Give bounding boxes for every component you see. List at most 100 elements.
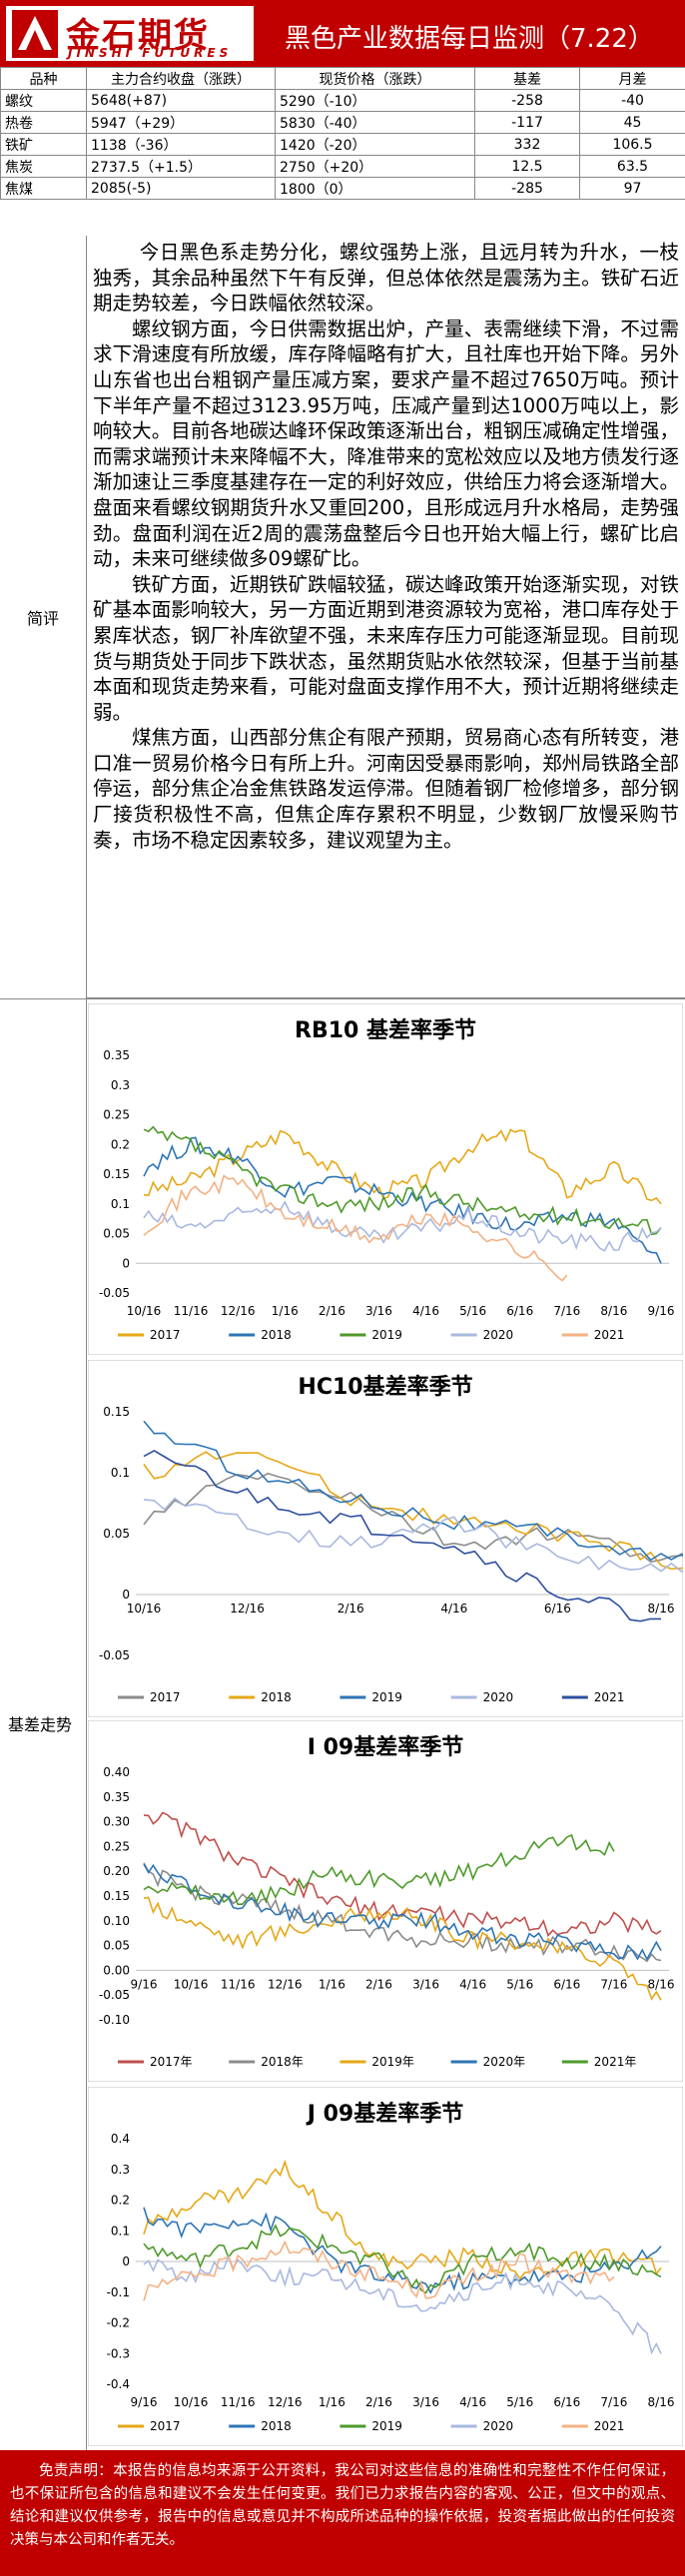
x-tick-label: 6/16 (544, 1602, 571, 1615)
x-tick-label: 1/16 (272, 1304, 299, 1318)
cell-main: 2085(-5) (86, 177, 276, 200)
table-row: 热卷 5947（+29） 5830（-40） -117 45 (0, 111, 685, 134)
table-row: 焦煤 2085(-5) 1800（0） -285 97 (0, 177, 685, 200)
cell-spread: -40 (579, 89, 685, 112)
legend-label: 2019 (371, 1690, 402, 1704)
chart-panel-rb10: RB10 基差率季节 0.35 0.3 0.25 0.2 0.15 0.1 0.05 0 -0.0… (88, 1003, 683, 1355)
y-tick-label: 0.35 (103, 1048, 130, 1062)
cell-basis: -258 (474, 89, 580, 112)
y-tick-label: 0.2 (111, 1137, 130, 1151)
series-line-2021年 (143, 1833, 615, 1906)
legend-label: 2018 (261, 2419, 292, 2433)
legend-label: 2021 (594, 1328, 625, 1342)
cell-main: 5648(+87) (86, 89, 276, 112)
y-tick-label: -0.4 (107, 2377, 130, 2391)
legend-label: 2018 (261, 1328, 292, 1342)
cell-spot: 5290（-10） (275, 89, 475, 112)
x-tick-label: 8/16 (600, 1304, 627, 1318)
y-tick-label: 0.2 (111, 2194, 130, 2208)
x-tick-label: 6/16 (553, 2395, 580, 2409)
x-tick-label: 2/16 (338, 1602, 364, 1615)
cell-name: 热卷 (0, 111, 87, 134)
cell-spread: 45 (579, 111, 685, 134)
cell-basis: 12.5 (474, 155, 580, 178)
cell-spot: 1800（0） (275, 177, 475, 200)
y-tick-label: 0.1 (111, 1197, 130, 1211)
x-tick-label: 10/16 (127, 1602, 162, 1615)
y-tick-label: 0.15 (103, 1889, 130, 1903)
y-tick-label: 0 (122, 1588, 130, 1602)
left-column-divider (86, 236, 87, 2450)
x-tick-label: 7/16 (553, 1304, 580, 1318)
series-line-2019 (143, 1420, 683, 1562)
legend-label: 2017年 (150, 2055, 193, 2069)
column-header: 品种 (0, 67, 87, 90)
commentary-paragraph: 铁矿方面，近期铁矿跌幅较猛，碳达峰政策开始逐渐实现，对铁矿基本面影响较大，另一方… (93, 572, 679, 724)
y-tick-label: 0.15 (103, 1405, 130, 1419)
chart-rb10: RB10 基差率季节 0.35 0.3 0.25 0.2 0.15 0.1 0.05 0 -0.0… (88, 1003, 683, 1355)
series-line-2019 (143, 2224, 662, 2294)
cell-spread: 97 (579, 177, 685, 200)
x-tick-label: 2/16 (319, 1304, 345, 1318)
commentary-panel: 今日黑色系走势分化，螺纹强势上涨，且远月转为升水，一枝独秀，其余品种虽然下午有反… (86, 236, 685, 998)
chart-frame (88, 1720, 683, 2082)
x-tick-label: 8/16 (648, 1977, 675, 1991)
section-divider (0, 998, 685, 999)
x-tick-label: 9/16 (131, 1977, 158, 1991)
chart-hc10: HC10基差率季节 0.15 0.1 0.05 0 -0.05 10/16 12/16 2/16… (88, 1360, 683, 1717)
legend-label: 2017 (150, 1328, 181, 1342)
y-tick-label: 0 (122, 2254, 130, 2268)
logo-text-cn: 金石期货 (66, 16, 210, 56)
y-tick-label: -0.10 (99, 2013, 130, 2027)
x-tick-label: 5/16 (459, 1304, 486, 1318)
y-tick-label: -0.05 (99, 1988, 130, 2002)
y-tick-label: 0.05 (103, 1939, 130, 1953)
x-tick-label: 4/16 (459, 2395, 486, 2409)
commentary-paragraph: 螺纹钢方面，今日供需数据出炉，产量、表需继续下滑，不过需求下滑速度有所放缓，库存… (93, 317, 679, 571)
y-tick-label: 0.4 (111, 2132, 130, 2146)
x-tick-label: 1/16 (319, 1977, 345, 1991)
legend-label: 2017 (150, 2419, 181, 2433)
series-line-2021 (143, 1174, 568, 1282)
cell-spread: 106.5 (579, 133, 685, 156)
y-tick-label: 0.3 (111, 2163, 130, 2177)
x-tick-label: 8/16 (648, 2395, 675, 2409)
legend-label: 2019年 (371, 2055, 414, 2069)
legend-label: 2019 (371, 2419, 402, 2433)
y-tick-label: 0.10 (103, 1914, 130, 1928)
y-tick-label: 0.15 (103, 1167, 130, 1181)
legend-label: 2021年 (594, 2055, 637, 2069)
x-tick-label: 1/16 (319, 2395, 345, 2409)
series-line-2020年 (143, 1863, 662, 1961)
x-tick-label: 8/16 (648, 1602, 675, 1615)
x-tick-label: 4/16 (459, 1977, 486, 1991)
report-title: 黑色产业数据每日监测（7.22） (285, 24, 654, 54)
column-header: 月差 (579, 67, 685, 90)
y-tick-label: -0.05 (99, 1286, 130, 1300)
legend-label: 2019 (371, 1328, 402, 1342)
x-tick-label: 12/16 (230, 1602, 265, 1615)
y-tick-label: 0.00 (103, 1963, 130, 1977)
legend-label: 2021 (594, 2419, 625, 2433)
series-line-2018 (143, 2207, 662, 2294)
legend-label: 2020 (483, 2419, 514, 2433)
y-tick-label: 0.3 (111, 1078, 130, 1092)
x-tick-label: 9/16 (131, 2395, 158, 2409)
x-tick-label: 7/16 (600, 1977, 627, 1991)
legend-label: 2018 (261, 1690, 292, 1704)
x-tick-label: 3/16 (365, 1304, 392, 1318)
y-tick-label: 0.05 (103, 1527, 130, 1541)
logo-mark-icon (12, 10, 58, 58)
x-tick-label: 2/16 (365, 1977, 392, 1991)
chart-j09: J 09基差率季节 0.4 0.3 0.2 0.1 0 -0.1 -0.2 -0.3 -0.49/… (88, 2087, 683, 2446)
table-row: 螺纹 5648(+87) 5290（-10） -258 -40 (0, 89, 685, 112)
y-tick-label: 0.40 (103, 1765, 130, 1779)
series-line-2018 (143, 1451, 683, 1571)
y-tick-label: -0.3 (107, 2346, 130, 2360)
commentary-paragraph: 煤焦方面，山西部分焦企有限产预期，贸易商心态有所转变，港口准一贸易价格今日有所上… (93, 726, 679, 852)
y-tick-label: 0.25 (103, 1839, 130, 1853)
series-line-2019 (143, 1125, 662, 1236)
column-header: 主力合约收盘（涨跌） (86, 67, 276, 90)
legend-label: 2020 (483, 1690, 514, 1704)
chart-title: HC10基差率季节 (298, 1374, 472, 1400)
